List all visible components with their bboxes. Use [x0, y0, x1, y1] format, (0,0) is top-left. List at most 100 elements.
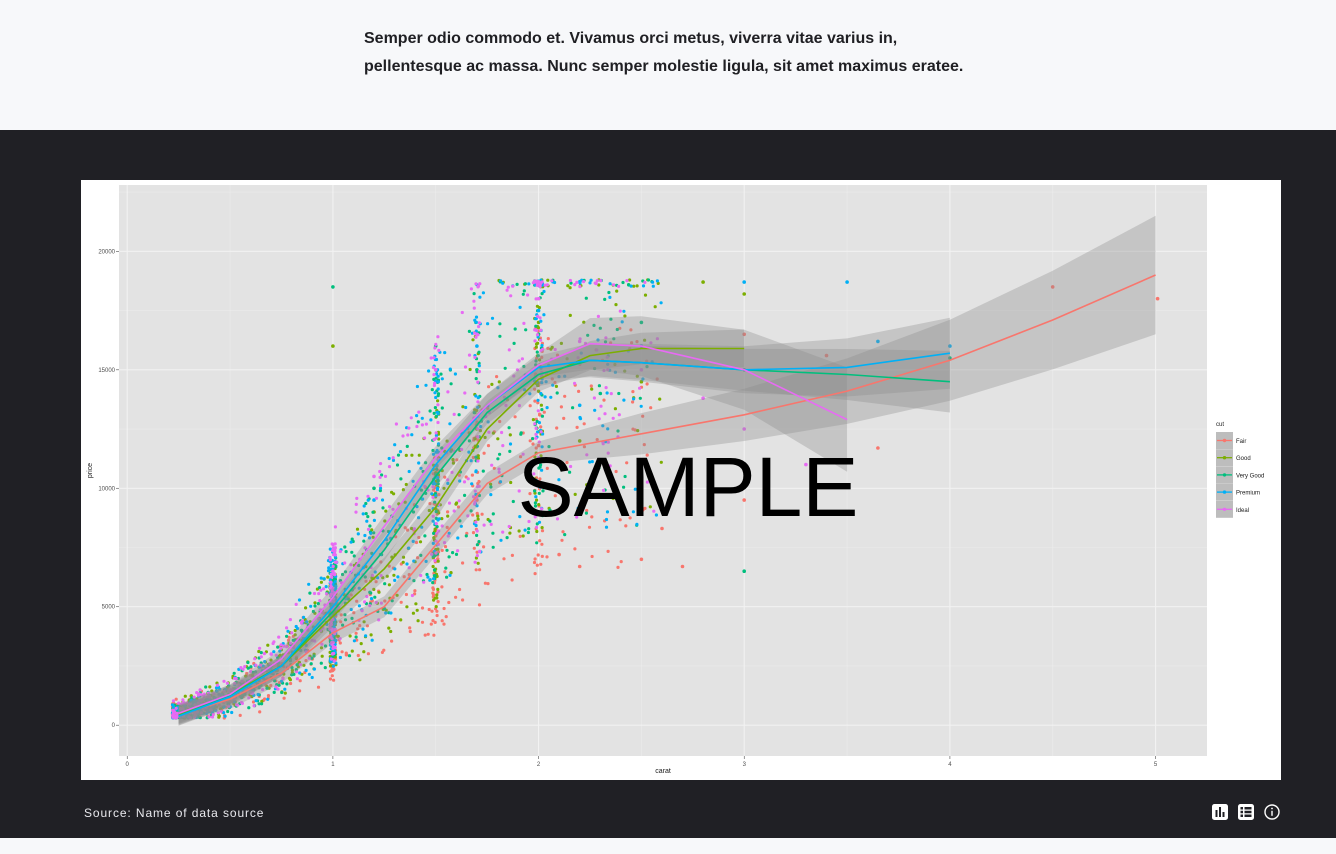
data-point — [563, 533, 567, 537]
data-point — [212, 692, 216, 696]
data-point — [307, 582, 311, 586]
table-list-icon[interactable] — [1236, 802, 1256, 822]
data-point — [434, 605, 438, 609]
data-point — [174, 711, 178, 716]
data-point — [487, 430, 491, 434]
data-point — [491, 512, 495, 516]
data-point — [415, 424, 419, 429]
data-point — [323, 666, 327, 670]
data-point — [258, 646, 262, 650]
data-point — [466, 514, 470, 518]
data-point — [656, 281, 660, 285]
data-point — [605, 391, 609, 395]
data-point — [526, 530, 530, 535]
data-point — [366, 527, 371, 531]
data-point — [476, 380, 480, 384]
data-point — [473, 489, 477, 493]
data-point — [578, 285, 582, 289]
data-point — [557, 552, 561, 557]
data-point — [329, 580, 333, 584]
data-point — [171, 715, 175, 719]
data-point — [513, 415, 517, 419]
data-point — [569, 464, 573, 469]
data-point — [338, 655, 342, 660]
data-point — [343, 561, 347, 565]
data-point — [428, 431, 432, 435]
data-point — [554, 384, 558, 388]
data-point — [179, 707, 183, 711]
bar-chart-icon[interactable] — [1210, 802, 1230, 822]
data-point — [476, 561, 480, 565]
data-point — [433, 368, 438, 372]
data-point — [361, 512, 365, 516]
data-point — [474, 320, 478, 324]
data-point — [508, 531, 512, 535]
data-point — [632, 284, 636, 288]
data-point — [534, 436, 538, 440]
data-point — [218, 687, 222, 691]
data-point — [434, 357, 439, 362]
data-point — [464, 534, 468, 538]
data-point — [415, 414, 419, 418]
data-point — [449, 571, 453, 575]
data-point — [195, 710, 199, 714]
data-point — [365, 519, 369, 523]
data-point — [401, 488, 405, 492]
data-point — [650, 360, 654, 364]
data-point — [506, 285, 510, 289]
data-point — [540, 529, 545, 533]
data-point — [454, 552, 459, 556]
data-point — [555, 426, 559, 430]
data-point — [604, 386, 608, 390]
data-point — [440, 585, 444, 589]
data-point — [376, 576, 380, 580]
data-point — [368, 604, 372, 608]
data-point — [475, 554, 479, 558]
data-point — [476, 427, 480, 431]
data-point — [407, 566, 411, 570]
data-point — [192, 695, 196, 699]
data-point — [364, 634, 368, 638]
data-point — [433, 346, 437, 350]
data-point — [343, 618, 348, 622]
data-point — [645, 453, 649, 457]
data-point — [592, 396, 596, 400]
info-icon[interactable] — [1262, 802, 1282, 822]
data-point — [659, 301, 663, 305]
data-point — [276, 645, 280, 649]
data-point — [240, 700, 244, 705]
data-point — [440, 377, 444, 381]
x-tick-label: 2 — [537, 762, 541, 768]
data-point — [282, 644, 286, 648]
data-point — [474, 282, 478, 286]
data-point — [477, 369, 481, 374]
data-point — [394, 422, 398, 426]
data-point — [460, 447, 464, 452]
data-point — [536, 326, 541, 330]
data-point — [359, 642, 363, 646]
data-point — [331, 572, 335, 576]
data-point — [533, 489, 537, 493]
data-point — [631, 390, 635, 394]
data-point — [218, 707, 223, 711]
data-point — [260, 699, 264, 704]
data-point — [539, 430, 543, 434]
data-point — [523, 528, 527, 532]
data-point — [538, 477, 542, 481]
data-point — [433, 527, 437, 531]
data-point — [378, 489, 382, 493]
data-point — [416, 420, 420, 424]
data-point — [279, 646, 283, 650]
data-point — [507, 524, 511, 529]
data-point — [449, 382, 453, 386]
data-point — [232, 700, 236, 704]
data-point — [329, 657, 333, 661]
data-point — [541, 457, 545, 461]
data-point — [876, 446, 880, 450]
data-point — [742, 280, 746, 284]
data-point — [286, 638, 291, 642]
data-point — [533, 422, 537, 426]
data-point — [183, 694, 187, 698]
data-point — [461, 598, 465, 602]
intro-line-1: Semper odio commodo et. Vivamus orci met… — [364, 30, 898, 47]
